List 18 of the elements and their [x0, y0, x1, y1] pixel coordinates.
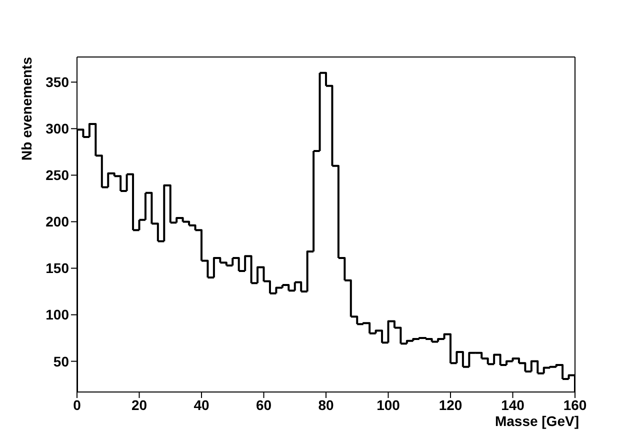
x-tick-label: 80: [318, 396, 334, 413]
y-tick-label: 250: [46, 167, 70, 184]
x-tick-label: 120: [438, 396, 462, 413]
y-tick-label: 150: [46, 260, 70, 276]
y-axis-title: Nb evenements: [18, 56, 34, 160]
y-tick-label: 200: [46, 214, 70, 230]
x-tick-label: 100: [376, 396, 400, 413]
y-tick-label: 50: [53, 353, 70, 370]
x-tick-label: 60: [256, 396, 272, 413]
x-tick-label: 20: [131, 396, 148, 413]
x-axis-title: Masse [GeV]: [494, 413, 579, 429]
x-tick-label: 40: [194, 396, 210, 413]
y-tick-label: 100: [46, 306, 70, 323]
x-tick-label: 140: [501, 396, 525, 413]
x-tick-label: 160: [563, 396, 587, 413]
y-tick-label: 300: [46, 120, 70, 137]
x-tick-label: 0: [73, 396, 82, 413]
y-tick-label: 350: [46, 74, 70, 90]
